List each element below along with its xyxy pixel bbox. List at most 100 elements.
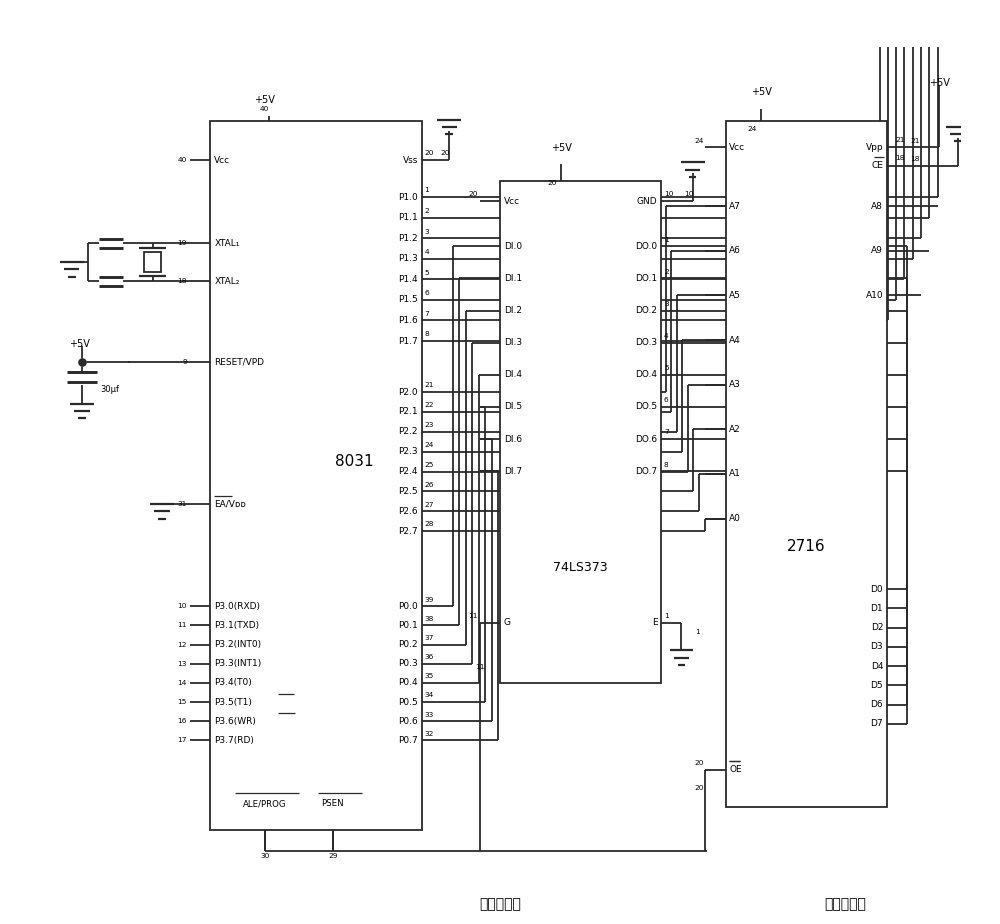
Text: 18: 18 xyxy=(895,155,904,161)
Text: +5V: +5V xyxy=(929,78,950,88)
Text: 22: 22 xyxy=(424,402,434,408)
Text: P1.5: P1.5 xyxy=(398,296,418,304)
Text: 7: 7 xyxy=(664,430,669,435)
Text: P0.3: P0.3 xyxy=(398,660,418,668)
Text: 8: 8 xyxy=(424,332,429,337)
Text: 14: 14 xyxy=(177,680,187,686)
Text: +5V: +5V xyxy=(551,142,572,152)
Text: DO.1: DO.1 xyxy=(635,274,658,283)
Text: 35: 35 xyxy=(424,674,434,679)
Text: +5V: +5V xyxy=(751,87,772,97)
Text: 3: 3 xyxy=(424,228,429,235)
Text: 8: 8 xyxy=(664,461,669,468)
Text: 2716: 2716 xyxy=(787,540,826,554)
Text: P0.5: P0.5 xyxy=(398,698,418,707)
Text: DI.0: DI.0 xyxy=(504,242,522,250)
Text: DO.7: DO.7 xyxy=(635,467,658,476)
Text: 28: 28 xyxy=(424,521,434,528)
Text: DO.6: DO.6 xyxy=(635,434,658,444)
Text: D0: D0 xyxy=(871,585,883,594)
Bar xyxy=(144,252,161,273)
Text: DI.5: DI.5 xyxy=(504,403,522,411)
Text: P1.7: P1.7 xyxy=(398,336,418,346)
Text: P3.7(RD): P3.7(RD) xyxy=(214,736,254,745)
Text: 20: 20 xyxy=(468,191,478,198)
Text: A2: A2 xyxy=(729,425,741,433)
Text: P1.2: P1.2 xyxy=(398,234,418,243)
Text: G: G xyxy=(504,618,511,627)
Text: 37: 37 xyxy=(424,635,434,641)
Text: Vss: Vss xyxy=(403,155,418,164)
Text: 21: 21 xyxy=(910,138,919,143)
Text: 21: 21 xyxy=(895,137,904,142)
Text: P0.6: P0.6 xyxy=(398,717,418,725)
Text: P2.6: P2.6 xyxy=(398,506,418,516)
Text: P0.2: P0.2 xyxy=(398,640,418,650)
Text: P3.2(INT0): P3.2(INT0) xyxy=(214,640,262,650)
Text: 地址锁存器: 地址锁存器 xyxy=(479,897,521,911)
Text: 24: 24 xyxy=(747,126,757,132)
Text: 24: 24 xyxy=(694,138,704,143)
Text: 12: 12 xyxy=(177,641,187,648)
Text: A0: A0 xyxy=(729,514,741,523)
Text: A4: A4 xyxy=(729,335,741,345)
Text: 20: 20 xyxy=(547,179,557,186)
Text: 2: 2 xyxy=(424,208,429,214)
Text: P3.3(INT1): P3.3(INT1) xyxy=(214,660,262,668)
Text: P0.1: P0.1 xyxy=(398,621,418,630)
Text: 38: 38 xyxy=(424,615,434,622)
Text: D3: D3 xyxy=(871,642,883,651)
Text: DO.5: DO.5 xyxy=(635,403,658,411)
Text: 9: 9 xyxy=(182,359,187,365)
Text: P3.4(T0): P3.4(T0) xyxy=(214,678,252,687)
Text: 6: 6 xyxy=(664,397,669,403)
Text: P3.5(T1): P3.5(T1) xyxy=(214,698,252,707)
Text: P2.2: P2.2 xyxy=(399,427,418,436)
Text: RESET/VPD: RESET/VPD xyxy=(214,358,264,367)
Text: GND: GND xyxy=(637,197,658,206)
Text: 33: 33 xyxy=(424,711,434,718)
Text: P2.5: P2.5 xyxy=(398,487,418,496)
Text: 19: 19 xyxy=(177,240,187,246)
Text: 27: 27 xyxy=(424,502,434,507)
Text: 7: 7 xyxy=(424,310,429,317)
Text: PSEN: PSEN xyxy=(321,799,344,808)
Text: A8: A8 xyxy=(871,201,883,211)
Text: A5: A5 xyxy=(729,291,741,300)
Text: P3.0(RXD): P3.0(RXD) xyxy=(214,602,260,611)
Text: 31: 31 xyxy=(177,501,187,507)
Text: 4: 4 xyxy=(664,333,669,339)
Text: P3.1(TXD): P3.1(TXD) xyxy=(214,621,260,630)
Text: 5: 5 xyxy=(664,365,669,371)
Text: P0.7: P0.7 xyxy=(398,736,418,745)
Text: 1: 1 xyxy=(695,629,700,635)
Text: 10: 10 xyxy=(177,603,187,609)
Text: CE: CE xyxy=(871,162,883,170)
Text: 11: 11 xyxy=(177,623,187,628)
Text: DO.3: DO.3 xyxy=(635,338,658,347)
Text: 17: 17 xyxy=(177,737,187,744)
Text: Vcc: Vcc xyxy=(504,197,520,206)
Text: DI.2: DI.2 xyxy=(504,306,522,315)
Text: P0.4: P0.4 xyxy=(398,678,418,687)
Text: 32: 32 xyxy=(424,731,434,736)
Text: 1: 1 xyxy=(664,614,669,619)
Text: ALE/PROG: ALE/PROG xyxy=(243,799,287,808)
Text: 25: 25 xyxy=(424,462,434,468)
Text: A1: A1 xyxy=(729,469,741,479)
Text: D5: D5 xyxy=(871,681,883,690)
Text: A3: A3 xyxy=(729,380,741,389)
Text: 11: 11 xyxy=(468,614,478,619)
Text: Vcc: Vcc xyxy=(214,155,231,164)
Text: D7: D7 xyxy=(871,719,883,728)
Text: 15: 15 xyxy=(177,699,187,705)
Text: DI.4: DI.4 xyxy=(504,371,522,380)
Text: 18: 18 xyxy=(910,156,919,162)
Text: 10: 10 xyxy=(684,190,694,197)
Text: P1.3: P1.3 xyxy=(398,254,418,263)
Text: 1: 1 xyxy=(664,237,669,243)
Text: DI.1: DI.1 xyxy=(504,274,522,283)
Text: 1: 1 xyxy=(424,188,429,193)
Text: XTAL₂: XTAL₂ xyxy=(214,277,240,286)
Text: +5V: +5V xyxy=(254,95,275,105)
